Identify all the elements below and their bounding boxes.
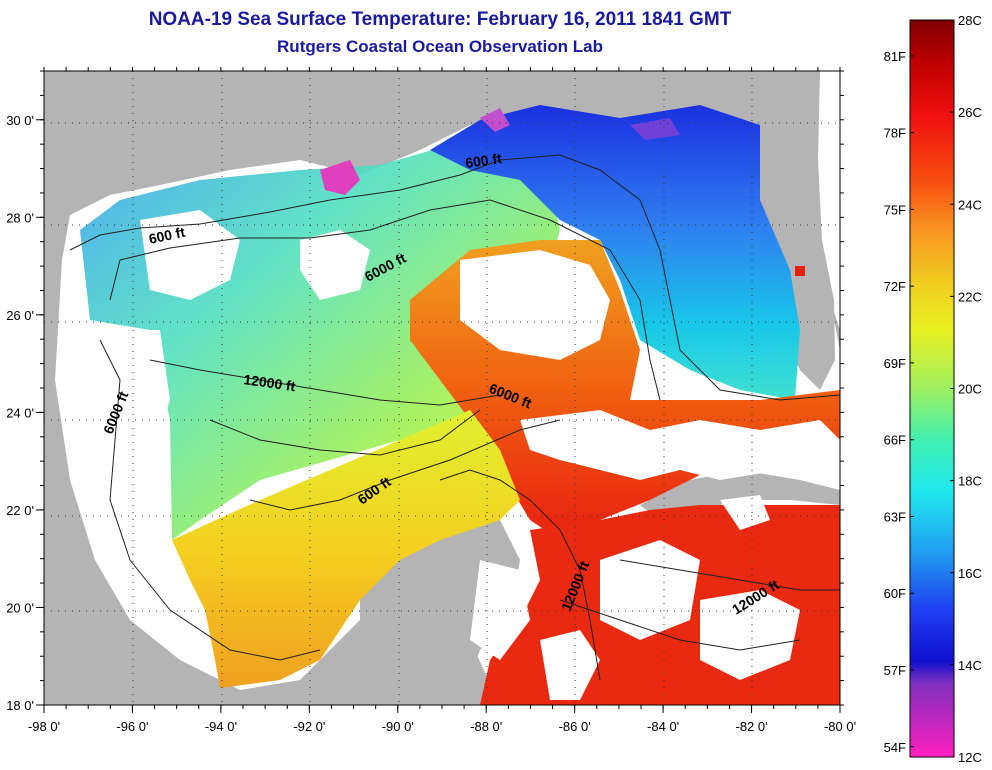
x-tick-label: -84 0' <box>647 719 679 734</box>
contour-label: 600 ft <box>147 224 186 247</box>
x-tick-label: -92 0' <box>293 719 325 734</box>
y-tick-label: 20 0' <box>6 600 34 615</box>
y-tick-label: 18 0' <box>6 698 34 713</box>
x-tick-label: -90 0' <box>382 719 414 734</box>
bathymetry-contours <box>69 154 840 681</box>
map-subtitle: Rutgers Coastal Ocean Observation Lab <box>277 37 603 56</box>
graticule <box>44 71 840 705</box>
x-tick-label: -88 0' <box>470 719 502 734</box>
sst-coastal-cold <box>320 160 360 195</box>
x-tick-label: -96 0' <box>116 719 148 734</box>
sst-northeast-cold <box>430 105 800 400</box>
x-tick-label: -94 0' <box>205 719 237 734</box>
cloud-cover <box>120 210 840 700</box>
atlantic-water <box>815 71 840 330</box>
y-tick-label: 24 0' <box>6 405 34 420</box>
y-tick-label: 26 0' <box>6 308 34 323</box>
x-tick-label: -98 0' <box>28 719 60 734</box>
sst-coastal-cold-2 <box>480 108 510 132</box>
y-axis: 30 0' 28 0' 26 0' 24 0' 22 0' 20 0' 18 0' <box>6 70 844 713</box>
florida-land <box>740 71 835 390</box>
y-tick-label: 28 0' <box>6 210 34 225</box>
y-tick-label: 22 0' <box>6 503 34 518</box>
x-tick-label: -82 0' <box>735 719 767 734</box>
x-axis: -98 0' -96 0' -94 0' -92 0' -90 0' -88 0' -86 … <box>28 67 856 734</box>
contour-label: 12000 ft <box>243 371 297 394</box>
x-tick-label: -80 0' <box>824 719 856 734</box>
sst-south-field <box>172 410 520 688</box>
lake-okeechobee <box>795 266 805 276</box>
x-tick-label: -86 0' <box>559 719 591 734</box>
y-tick-label: 30 0' <box>6 113 34 128</box>
contour-label: 600 ft <box>464 150 503 171</box>
map-title: NOAA-19 Sea Surface Temperature: Februar… <box>148 9 732 30</box>
